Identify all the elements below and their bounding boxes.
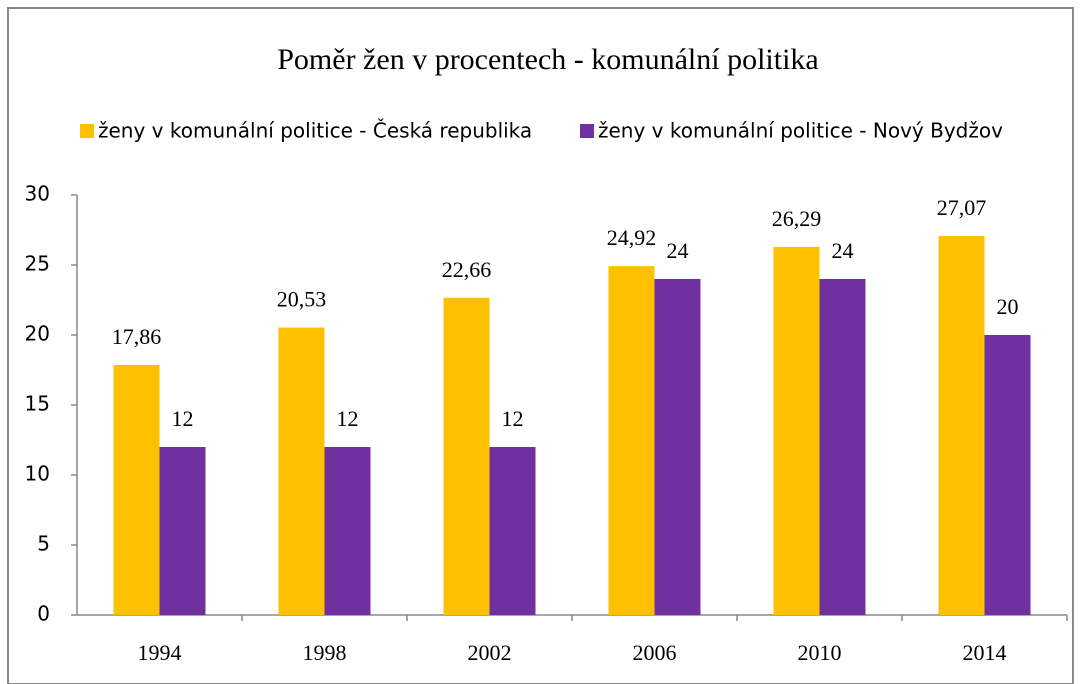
bar — [159, 447, 206, 615]
bar — [654, 279, 701, 615]
data-label: 20,53 — [277, 287, 327, 312]
y-tick-label: 30 — [25, 182, 50, 206]
x-tick-label: 2006 — [633, 640, 677, 665]
legend-swatch — [80, 124, 94, 138]
y-tick-label: 0 — [37, 602, 50, 626]
data-label: 24 — [832, 238, 854, 263]
data-label: 26,29 — [772, 206, 822, 231]
x-tick-label: 2010 — [798, 640, 842, 665]
bar — [984, 335, 1031, 615]
y-tick-label: 10 — [25, 462, 50, 486]
y-tick-label: 25 — [25, 252, 50, 276]
bar — [489, 447, 536, 615]
data-label: 24,92 — [607, 225, 657, 250]
data-label: 27,07 — [937, 195, 987, 220]
legend-swatch — [580, 124, 594, 138]
y-tick-label: 20 — [25, 322, 50, 346]
bar — [324, 447, 371, 615]
data-label: 12 — [172, 406, 194, 431]
x-tick-label: 2002 — [468, 640, 512, 665]
bar — [443, 297, 490, 615]
data-label: 24 — [667, 238, 689, 263]
y-tick-label: 15 — [25, 392, 50, 416]
bar — [608, 266, 655, 615]
bar — [113, 364, 160, 615]
x-tick-label: 1994 — [138, 640, 182, 665]
legend-label: ženy v komunální politice - Nový Bydžov — [598, 119, 1003, 143]
y-tick-label: 5 — [37, 532, 50, 556]
bar — [819, 279, 866, 615]
x-tick-label: 1998 — [303, 640, 347, 665]
data-label: 22,66 — [442, 257, 492, 282]
bar — [278, 327, 325, 615]
x-tick-label: 2014 — [963, 640, 1007, 665]
data-label: 20 — [997, 294, 1019, 319]
legend-label: ženy v komunální politice - Česká republ… — [98, 119, 532, 143]
bar — [938, 236, 985, 615]
data-label: 12 — [337, 406, 359, 431]
data-label: 12 — [502, 406, 524, 431]
bar — [773, 246, 820, 615]
data-label: 17,86 — [112, 324, 162, 349]
chart-title: Poměr žen v procentech - komunální polit… — [277, 43, 819, 76]
